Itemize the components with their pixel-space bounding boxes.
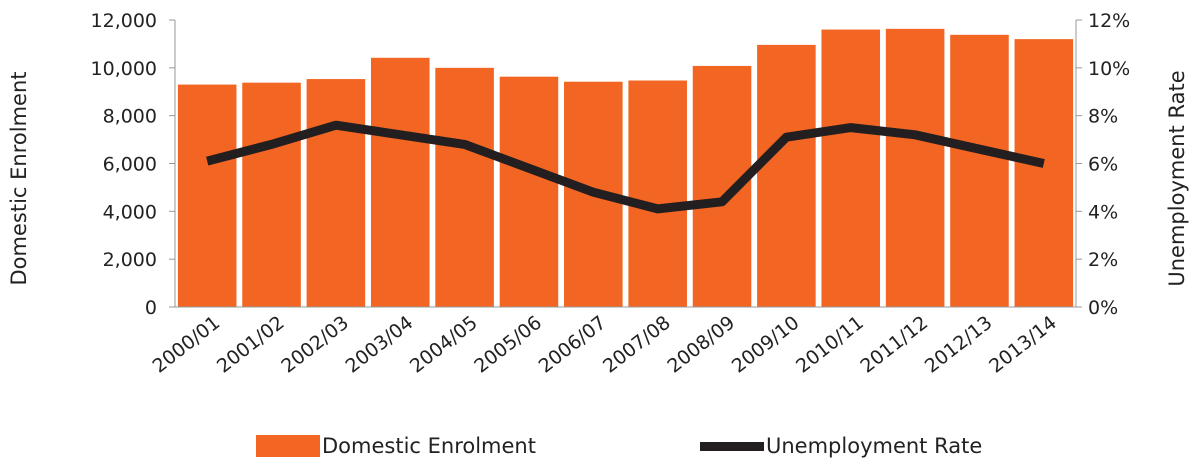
y2-tick-label: 8% (1088, 106, 1118, 128)
legend-label-unemployment-rate: Unemployment Rate (766, 434, 982, 458)
y-tick-label: 4,000 (103, 201, 157, 223)
y-tick-label: 6,000 (103, 154, 157, 176)
legend-swatch-domestic-enrolment (256, 435, 320, 457)
bar-2009-10 (757, 44, 816, 308)
x-tick-label: 2002/03 (277, 312, 353, 378)
bar-2005-06 (499, 76, 559, 308)
bar-2013-14 (1014, 39, 1074, 308)
y-tick-label: 12,000 (91, 10, 157, 32)
x-tick-label: 2013/14 (985, 312, 1061, 378)
y2-tick-label: 2% (1088, 249, 1118, 271)
bar-2004-05 (435, 67, 494, 307)
y-axis-ticks: 0 2,000 4,000 6,000 8,000 10,000 12,000 (91, 10, 175, 319)
x-tick-label: 2003/04 (342, 312, 418, 378)
y-tick-label: 8,000 (103, 106, 157, 128)
x-tick-label: 2005/06 (470, 312, 546, 378)
y2-axis-ticks: 0% 2% 4% 6% 8% 10% 12% (1076, 10, 1130, 319)
y2-axis-title: Unemployment Rate (1165, 70, 1189, 286)
bar-2010-11 (821, 29, 881, 308)
bar-2012-13 (950, 34, 1009, 307)
x-tick-label: 2010/11 (792, 312, 868, 378)
x-tick-label: 2006/07 (535, 312, 611, 378)
bar-2011-12 (885, 28, 945, 307)
legend: Domestic Enrolment Unemployment Rate (256, 434, 982, 458)
x-tick-label: 2012/13 (921, 312, 997, 378)
y-tick-label: 0 (145, 297, 157, 319)
x-tick-label: 2011/12 (856, 312, 932, 378)
y2-tick-label: 12% (1088, 10, 1130, 32)
x-tick-label: 2009/10 (728, 312, 804, 378)
y-tick-label: 10,000 (91, 58, 157, 80)
x-tick-label: 2007/08 (599, 312, 675, 378)
bar-2003-04 (370, 57, 430, 308)
x-tick-label: 2008/09 (663, 312, 739, 378)
y-tick-label: 2,000 (103, 249, 157, 271)
bar-2002-03 (306, 79, 366, 308)
y2-tick-label: 0% (1088, 297, 1118, 319)
legend-label-domestic-enrolment: Domestic Enrolment (322, 434, 536, 458)
bar-2000-01 (177, 84, 237, 307)
x-tick-label: 2000/01 (149, 312, 225, 378)
legend-swatch-unemployment-rate (700, 442, 764, 451)
x-tick-label: 2001/02 (213, 312, 289, 378)
y2-tick-label: 10% (1088, 58, 1130, 80)
x-axis-ticks: 2000/012001/022002/032003/042004/052005/… (149, 312, 1061, 378)
y2-tick-label: 6% (1088, 154, 1118, 176)
bar-2007-08 (628, 80, 687, 308)
y-axis-title: Domestic Enrolment (7, 72, 31, 286)
y2-tick-label: 4% (1088, 201, 1118, 223)
x-tick-label: 2004/05 (406, 312, 482, 378)
bar-2001-02 (242, 82, 301, 307)
bar-series (177, 28, 1074, 308)
line-series-unemployment-rate (206, 120, 1045, 214)
